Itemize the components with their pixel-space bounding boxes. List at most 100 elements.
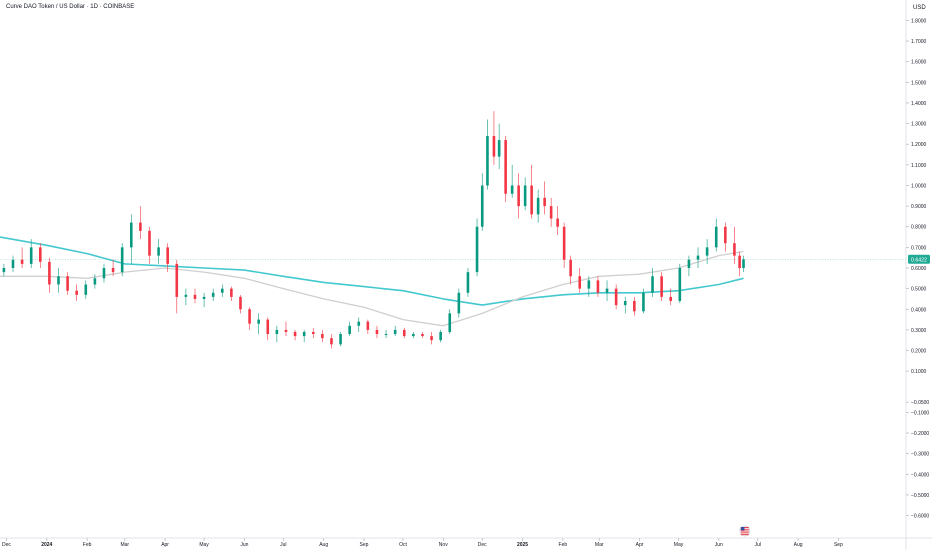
flag-stripe [740,527,749,528]
candle-body [412,334,415,337]
candle-body [696,255,700,260]
candle [530,164,533,219]
price-badge: 0.6422 [911,257,927,263]
candle [517,173,520,219]
candle [193,288,197,304]
y-tick-label: 0.7000 [911,245,927,251]
candle [480,173,484,231]
candle [605,280,609,302]
candle [166,243,169,273]
x-tick-label: Aug [794,542,803,548]
us-flag-icon[interactable] [739,525,751,537]
y-tick-label: 1.0000 [911,183,927,189]
candle [93,274,97,289]
candle-body [375,329,379,335]
candle [633,296,636,316]
candle-body [393,329,397,335]
candle-body [678,268,682,302]
y-tick-label: −0.5000 [911,493,929,499]
candle [66,272,69,295]
candle-body [321,334,324,339]
candle [284,321,288,337]
x-tick-label: Dec [478,542,487,548]
ma-long-line [0,236,744,306]
candle [157,239,160,264]
candle [439,329,442,343]
candle [230,286,233,302]
candle-body [623,301,627,306]
x-tick-label: 2025 [517,542,528,548]
candle-body [402,329,406,337]
candle-body [102,268,106,279]
candle-body [651,276,654,293]
candle-body [562,226,566,260]
flag-stripe [740,532,749,534]
flag-stripe [740,534,749,536]
candle [11,255,15,273]
candle [678,263,682,304]
candle [738,251,741,277]
candle-body [275,329,279,335]
candle-body [111,268,115,273]
x-tick-label: Feb [559,542,568,548]
candles [2,111,745,349]
candle-body [530,185,533,215]
candle-body [486,135,489,186]
candle-body [302,331,306,337]
y-tick-label: 0.4000 [911,307,927,313]
moving-averages [0,236,744,327]
candle-body [614,288,618,306]
candle-body [11,259,15,268]
x-tick-label: May [199,542,209,548]
candle [549,197,553,227]
candle [733,226,736,264]
candle [384,329,388,339]
candle [457,288,461,318]
candle [57,268,60,293]
candle [293,329,297,341]
candle-body [211,292,215,297]
y-tick-label: 1.6000 [911,60,927,66]
x-tick-label: Mar [595,542,604,548]
x-tick-label: Nov [439,542,448,548]
candle [239,294,242,314]
candle [248,307,251,330]
candle-body [84,284,88,295]
candle [275,325,279,343]
y-tick-label: 0.9000 [911,204,927,210]
candle [348,321,351,337]
candle [339,331,342,347]
candle [623,296,627,314]
price-badge-group: 0.6422 [908,254,930,264]
candle-body [448,313,452,332]
y-tick-label: −0.2000 [911,431,929,437]
candle [642,288,645,314]
candle-body [578,276,582,289]
candle [102,263,106,283]
candle-body [660,276,663,297]
candle [614,284,618,310]
currency-label: USD [913,5,926,11]
candle-body [129,222,133,248]
y-tick-label: −0.1000 [911,410,929,416]
candle-body [523,185,527,207]
y-tick-label: 0.6000 [911,266,927,272]
candle-body [742,259,745,268]
y-tick-label: 0.1000 [911,369,927,375]
candle-body [184,294,188,297]
candle [302,329,306,343]
y-tick-label: 1.3000 [911,122,927,128]
candle [148,226,151,264]
candle [448,309,452,335]
x-tick-label: Jun [240,542,248,548]
candle [84,280,88,299]
candle [714,218,718,252]
flag-stripe [740,530,749,532]
candle-body [587,280,591,289]
candle-body [714,226,718,248]
candle-body [38,247,42,262]
candle [696,247,700,268]
